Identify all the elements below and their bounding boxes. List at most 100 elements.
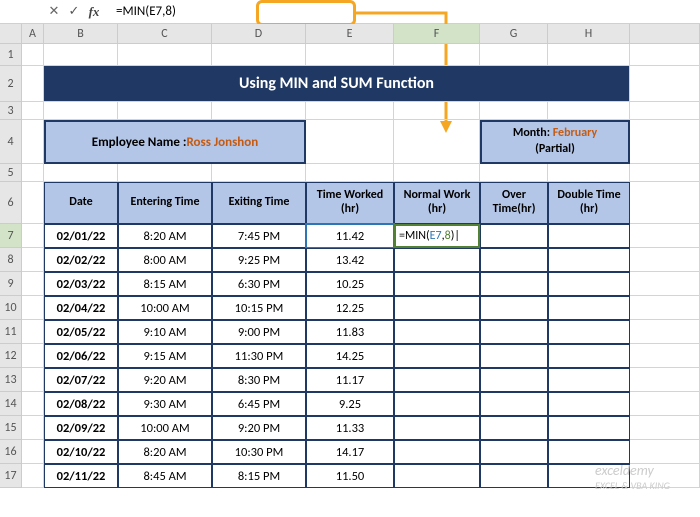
cell-date[interactable]: 02/10/22 bbox=[44, 440, 118, 464]
cell-date[interactable]: 02/05/22 bbox=[44, 320, 118, 344]
cell-exiting[interactable]: 8:30 PM bbox=[212, 368, 306, 392]
cell-worked[interactable]: 9.25 bbox=[306, 392, 394, 416]
cell-date[interactable]: 02/02/22 bbox=[44, 248, 118, 272]
cell-entering[interactable]: 8:20 AM bbox=[118, 224, 212, 248]
cell-entering[interactable]: 9:20 AM bbox=[118, 368, 212, 392]
row-header-2[interactable]: 2 bbox=[0, 66, 22, 102]
cell-exiting[interactable]: 8:15 PM bbox=[212, 464, 306, 488]
cell-over[interactable] bbox=[480, 224, 548, 248]
header-worked[interactable]: Time Worked (hr) bbox=[306, 182, 394, 224]
cell-exiting[interactable]: 9:00 PM bbox=[212, 320, 306, 344]
cell-normal[interactable] bbox=[394, 296, 480, 320]
cell-worked[interactable]: 10.25 bbox=[306, 272, 394, 296]
cell-entering[interactable]: 9:10 AM bbox=[118, 320, 212, 344]
row-header-1[interactable]: 1 bbox=[0, 44, 22, 66]
cell-over[interactable] bbox=[480, 320, 548, 344]
fx-icon[interactable]: fx bbox=[84, 4, 104, 20]
cell-entering[interactable]: 9:15 AM bbox=[118, 344, 212, 368]
cell-double[interactable] bbox=[548, 224, 630, 248]
cell-double[interactable] bbox=[548, 344, 630, 368]
cell-date[interactable]: 02/07/22 bbox=[44, 368, 118, 392]
header-over[interactable]: Over Time(hr) bbox=[480, 182, 548, 224]
header-normal[interactable]: Normal Work (hr) bbox=[394, 182, 480, 224]
cell-worked[interactable]: 14.17 bbox=[306, 440, 394, 464]
col-header-g[interactable]: G bbox=[480, 24, 548, 44]
cell-editing[interactable]: =MIN(E7,8)| bbox=[394, 224, 480, 248]
cell-normal[interactable] bbox=[394, 272, 480, 296]
row-header-7[interactable]: 7 bbox=[0, 224, 22, 248]
col-header-h[interactable]: H bbox=[548, 24, 630, 44]
cell-over[interactable] bbox=[480, 248, 548, 272]
row-header-16[interactable]: 16 bbox=[0, 440, 22, 464]
cell-over[interactable] bbox=[480, 296, 548, 320]
title-cell[interactable]: Using MIN and SUM Function bbox=[44, 66, 630, 102]
row-header-4[interactable]: 4 bbox=[0, 120, 22, 164]
cell-worked[interactable]: 11.42 bbox=[306, 224, 394, 248]
cell-double[interactable] bbox=[548, 440, 630, 464]
cell-over[interactable] bbox=[480, 464, 548, 488]
cell-worked[interactable]: 11.33 bbox=[306, 416, 394, 440]
cell-double[interactable] bbox=[548, 416, 630, 440]
row-header-3[interactable]: 3 bbox=[0, 102, 22, 120]
cell-double[interactable] bbox=[548, 272, 630, 296]
cell-worked[interactable]: 12.25 bbox=[306, 296, 394, 320]
cell-worked[interactable]: 14.25 bbox=[306, 344, 394, 368]
row-header-17[interactable]: 17 bbox=[0, 464, 22, 488]
header-date[interactable]: Date bbox=[44, 182, 118, 224]
cell-normal[interactable] bbox=[394, 392, 480, 416]
cell-date[interactable]: 02/09/22 bbox=[44, 416, 118, 440]
confirm-icon[interactable]: ✓ bbox=[64, 4, 84, 19]
row-header-15[interactable]: 15 bbox=[0, 416, 22, 440]
cell-double[interactable] bbox=[548, 320, 630, 344]
cell-exiting[interactable]: 11:30 PM bbox=[212, 344, 306, 368]
cell-worked[interactable]: 13.42 bbox=[306, 248, 394, 272]
cell-date[interactable]: 02/06/22 bbox=[44, 344, 118, 368]
cell-normal[interactable] bbox=[394, 464, 480, 488]
row-header-14[interactable]: 14 bbox=[0, 392, 22, 416]
header-exiting[interactable]: Exiting Time bbox=[212, 182, 306, 224]
cell-normal[interactable] bbox=[394, 416, 480, 440]
cell-exiting[interactable]: 6:45 PM bbox=[212, 392, 306, 416]
cell-date[interactable]: 02/04/22 bbox=[44, 296, 118, 320]
header-double[interactable]: Double Time (hr) bbox=[548, 182, 630, 224]
col-header-c[interactable]: C bbox=[118, 24, 212, 44]
cell-normal[interactable] bbox=[394, 344, 480, 368]
cell-entering[interactable]: 8:15 AM bbox=[118, 272, 212, 296]
cell-over[interactable] bbox=[480, 368, 548, 392]
formula-input[interactable]: =MIN(E7,8) bbox=[112, 4, 180, 19]
header-entering[interactable]: Entering Time bbox=[118, 182, 212, 224]
row-header-12[interactable]: 12 bbox=[0, 344, 22, 368]
row-header-10[interactable]: 10 bbox=[0, 296, 22, 320]
row-header-8[interactable]: 8 bbox=[0, 248, 22, 272]
cell-over[interactable] bbox=[480, 392, 548, 416]
cell-double[interactable] bbox=[548, 296, 630, 320]
month-box[interactable]: Month: February (Partial) bbox=[480, 120, 630, 164]
cell-over[interactable] bbox=[480, 344, 548, 368]
employee-box[interactable]: Employee Name : Ross Jonshon bbox=[44, 120, 306, 164]
cell-exiting[interactable]: 6:30 PM bbox=[212, 272, 306, 296]
cell-double[interactable] bbox=[548, 248, 630, 272]
cell-entering[interactable]: 8:20 AM bbox=[118, 440, 212, 464]
cell-entering[interactable]: 8:00 AM bbox=[118, 248, 212, 272]
col-header-f[interactable]: F bbox=[394, 24, 480, 44]
cell-entering[interactable]: 8:45 AM bbox=[118, 464, 212, 488]
cell-exiting[interactable]: 7:45 PM bbox=[212, 224, 306, 248]
cell-double[interactable] bbox=[548, 464, 630, 488]
cell-exiting[interactable]: 10:30 PM bbox=[212, 440, 306, 464]
row-header-6[interactable]: 6 bbox=[0, 182, 22, 224]
cell-exiting[interactable]: 10:15 PM bbox=[212, 296, 306, 320]
cell-exiting[interactable]: 9:20 PM bbox=[212, 416, 306, 440]
cell-normal[interactable] bbox=[394, 368, 480, 392]
cell-date[interactable]: 02/08/22 bbox=[44, 392, 118, 416]
cell-normal[interactable] bbox=[394, 320, 480, 344]
cell-exiting[interactable]: 9:25 PM bbox=[212, 248, 306, 272]
cell-over[interactable] bbox=[480, 416, 548, 440]
cell-normal[interactable] bbox=[394, 248, 480, 272]
cell-double[interactable] bbox=[548, 368, 630, 392]
row-header-9[interactable]: 9 bbox=[0, 272, 22, 296]
cell-worked[interactable]: 11.50 bbox=[306, 464, 394, 488]
cell-date[interactable]: 02/01/22 bbox=[44, 224, 118, 248]
cell-double[interactable] bbox=[548, 392, 630, 416]
cell-entering[interactable]: 10:00 AM bbox=[118, 416, 212, 440]
cell-entering[interactable]: 9:30 AM bbox=[118, 392, 212, 416]
